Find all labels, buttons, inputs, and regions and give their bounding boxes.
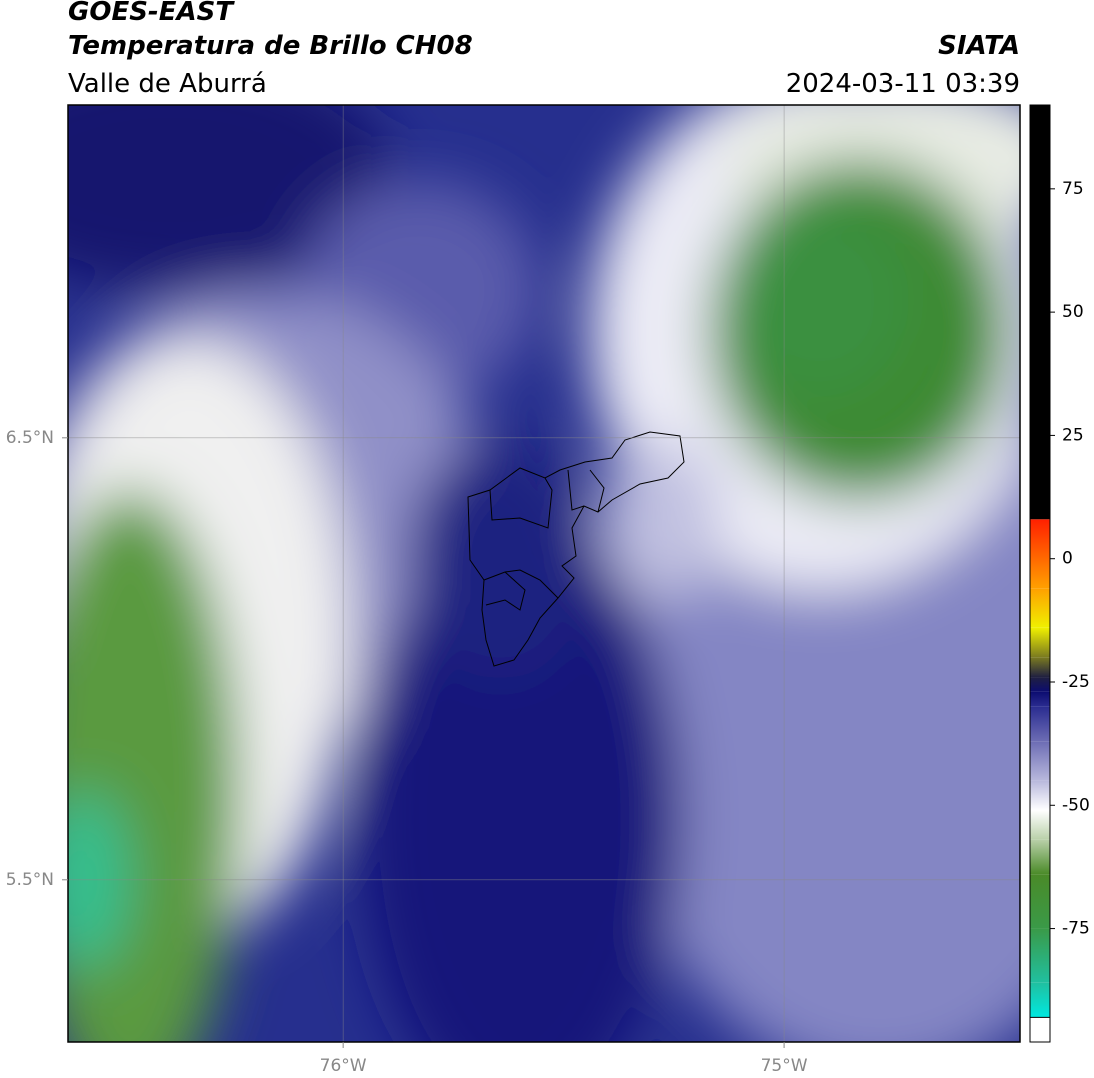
colorbar-tick-label: -75 bbox=[1062, 919, 1090, 939]
colorbar-segment bbox=[1030, 588, 1050, 628]
colorbar-tick-label: -50 bbox=[1062, 795, 1090, 815]
x-tick-label: 75°W bbox=[761, 1056, 808, 1076]
colorbar-segment bbox=[1030, 780, 1050, 811]
colorbar-segment bbox=[1030, 1017, 1050, 1042]
colorbar-segment bbox=[1030, 519, 1050, 589]
colorbar-segment bbox=[1030, 928, 1050, 983]
axes: 76°W 75°W 6.5°N 5.5°N bbox=[6, 428, 808, 1076]
colorbar-tick-label: -25 bbox=[1062, 672, 1090, 692]
title: GOES-EAST bbox=[68, 0, 235, 27]
colorbar-segment bbox=[1030, 839, 1050, 875]
colorbar-tick-label: 0 bbox=[1062, 549, 1073, 569]
grid bbox=[68, 105, 1020, 1042]
subtitle: Temperatura de Brillo CH08 bbox=[68, 31, 473, 61]
timestamp: 2024-03-11 03:39 bbox=[786, 69, 1020, 99]
colorbar-segment bbox=[1030, 706, 1050, 742]
x-tick-label: 76°W bbox=[320, 1056, 367, 1076]
colorbar: 75 50 25 0 -25 -50 -75 bbox=[1030, 105, 1090, 1042]
colorbar-segment bbox=[1030, 874, 1050, 929]
colorbar-segment bbox=[1030, 657, 1050, 678]
colorbar-segment bbox=[1030, 741, 1050, 781]
colorbar-tick-label: 75 bbox=[1062, 179, 1084, 199]
colorbar-segment bbox=[1030, 810, 1050, 840]
y-tick-label: 5.5°N bbox=[6, 870, 54, 890]
map-frame bbox=[67, 104, 1021, 1043]
colorbar-segment bbox=[1030, 627, 1050, 658]
colorbar-tick-label: 25 bbox=[1062, 425, 1084, 445]
colorbar-segment bbox=[1030, 982, 1050, 1018]
colorbar-segment bbox=[1030, 677, 1050, 692]
satellite-image bbox=[68, 105, 1020, 1042]
valle-aburra-boundary bbox=[467, 431, 685, 667]
colorbar-segment bbox=[1030, 105, 1050, 520]
colorbar-segment bbox=[1030, 691, 1050, 707]
region: Valle de Aburrá bbox=[68, 69, 267, 99]
y-tick-label: 6.5°N bbox=[6, 428, 54, 448]
colorbar-tick-label: 50 bbox=[1062, 302, 1084, 322]
source: SIATA bbox=[938, 31, 1020, 61]
colorbar-frame bbox=[1029, 104, 1051, 1043]
